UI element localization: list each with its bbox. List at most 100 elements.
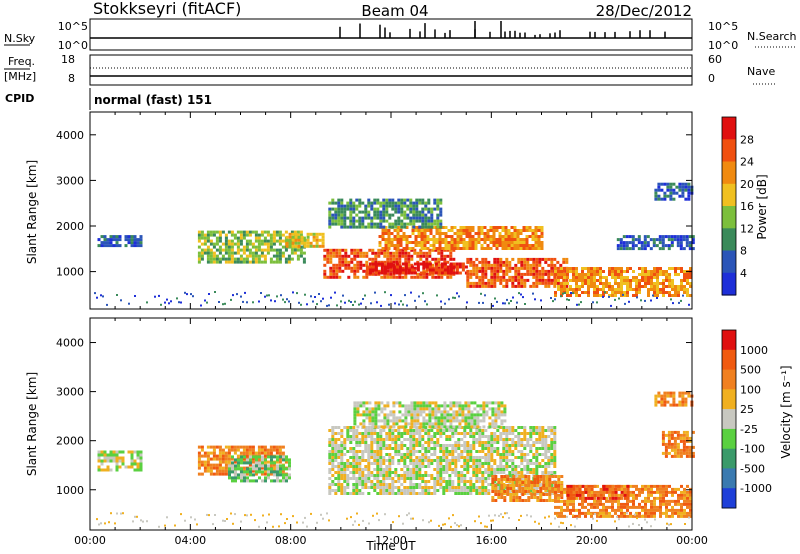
data-cell [335, 269, 339, 273]
data-cell [498, 241, 502, 244]
data-cell [439, 468, 443, 471]
data-cell [233, 460, 237, 464]
data-cell [373, 456, 377, 459]
data-cell [427, 486, 431, 489]
data-cell [446, 419, 450, 423]
data-cell [454, 444, 458, 447]
colorbar-tick-label: 12 [740, 222, 754, 235]
data-cell [346, 432, 350, 435]
ground-scatter-cell [564, 291, 566, 294]
data-cell [494, 401, 498, 405]
data-cell [228, 467, 231, 471]
data-cell [423, 241, 427, 244]
data-cell [518, 496, 522, 499]
data-cell [517, 465, 521, 468]
data-cell [499, 426, 503, 429]
data-cell [299, 251, 303, 255]
data-cell [436, 222, 440, 226]
data-cell [472, 435, 476, 438]
ground-scatter-cell [218, 301, 220, 303]
ground-scatter-cell [592, 301, 594, 304]
data-cell [433, 468, 437, 471]
data-cell [364, 432, 368, 435]
data-cell [496, 447, 500, 450]
data-cell [368, 268, 372, 272]
data-cell [478, 278, 482, 282]
data-cell [566, 508, 569, 512]
data-cell [578, 276, 581, 279]
data-cell [529, 429, 533, 432]
data-cell [329, 251, 333, 255]
data-cell [508, 489, 512, 492]
data-cell [458, 410, 462, 414]
data-cell [511, 480, 515, 483]
ground-scatter-cell [436, 294, 438, 297]
data-cell [482, 413, 486, 417]
data-cell [424, 474, 428, 477]
data-cell [278, 260, 282, 264]
data-cell [599, 270, 602, 273]
data-cell [321, 238, 325, 242]
data-cell [451, 447, 455, 450]
data-cell [349, 477, 353, 480]
data-cell [337, 219, 341, 223]
data-cell [445, 456, 449, 459]
data-cell [404, 248, 408, 252]
data-cell [525, 235, 529, 238]
data-cell [620, 291, 623, 294]
data-cell [491, 496, 495, 499]
data-cell [427, 435, 431, 438]
data-cell [547, 435, 551, 438]
data-cell [536, 478, 540, 481]
data-cell [500, 487, 504, 490]
data-cell [263, 230, 267, 234]
data-cell [515, 499, 519, 502]
data-cell [346, 474, 350, 477]
data-cell [653, 285, 656, 288]
data-cell [343, 447, 347, 450]
data-cell [246, 461, 249, 465]
data-cell [424, 225, 428, 229]
data-cell [572, 502, 575, 506]
data-cell [269, 472, 273, 476]
data-cell [239, 445, 243, 449]
data-cell [541, 269, 545, 273]
data-cell [340, 471, 344, 474]
data-cell [388, 453, 392, 456]
data-cell [433, 489, 437, 492]
data-cell [423, 238, 427, 241]
data-cell [467, 416, 471, 420]
data-cell [364, 207, 368, 211]
data-cell [337, 474, 341, 477]
data-cell [337, 426, 341, 429]
data-cell [388, 432, 392, 435]
data-cell [412, 207, 416, 211]
data-cell [491, 484, 495, 487]
data-cell [679, 241, 683, 245]
data-cell [197, 233, 201, 237]
data-cell [663, 197, 667, 201]
data-cell [572, 288, 575, 291]
data-cell [544, 435, 548, 438]
data-cell [343, 222, 347, 226]
data-cell [508, 263, 512, 267]
data-cell [245, 248, 249, 252]
data-cell [623, 502, 626, 506]
colorbar-swatch [722, 206, 736, 229]
data-cell [689, 276, 692, 279]
data-cell [469, 429, 473, 432]
data-cell [466, 486, 470, 489]
data-cell [544, 257, 548, 261]
data-cell [139, 241, 143, 245]
data-cell [566, 270, 569, 273]
data-cell [337, 444, 341, 447]
data-cell [260, 242, 264, 246]
data-cell [520, 260, 524, 264]
data-cell [424, 441, 428, 444]
data-cell [358, 204, 362, 208]
data-cell [212, 445, 216, 449]
data-cell [364, 438, 368, 441]
data-cell [263, 248, 267, 252]
data-cell [658, 247, 662, 251]
data-cell [517, 471, 521, 474]
